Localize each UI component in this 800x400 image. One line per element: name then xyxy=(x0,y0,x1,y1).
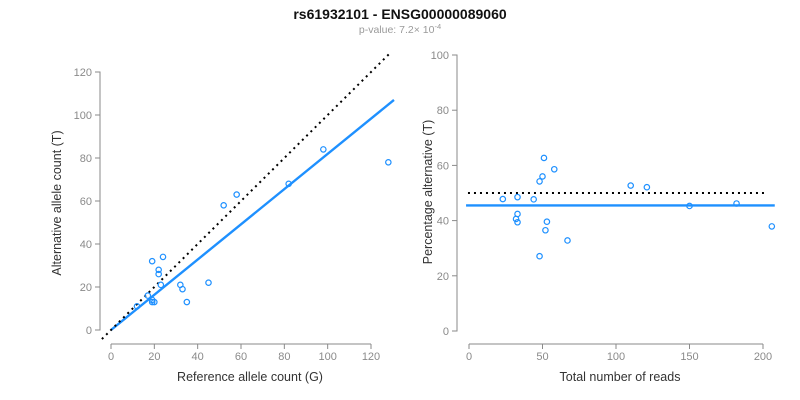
left-data-point xyxy=(159,253,167,261)
right-data-point xyxy=(686,202,693,210)
left-data-point xyxy=(157,281,165,289)
right-data-point xyxy=(643,183,651,191)
left-y-tick-label: 40 xyxy=(80,239,92,251)
left-data-point xyxy=(320,146,327,153)
right-data-point xyxy=(543,218,551,226)
left-x-tick-label: 0 xyxy=(108,351,114,363)
left-data-point xyxy=(133,303,141,310)
left-y-tick-label: 0 xyxy=(86,325,92,337)
right-y-tick-label: 40 xyxy=(437,216,449,228)
left-data-point xyxy=(144,292,152,299)
right-data-point xyxy=(514,193,521,201)
left-y-tick-label: 20 xyxy=(80,282,92,294)
left-x-tick-label: 60 xyxy=(235,351,247,363)
right-data-point xyxy=(499,195,507,203)
right-data-point xyxy=(540,154,548,162)
identity-line xyxy=(101,53,390,340)
left-data-point xyxy=(385,159,392,166)
regression-line xyxy=(110,99,395,331)
right-data-point xyxy=(542,226,549,234)
right-data-point xyxy=(733,200,740,207)
right-data-point xyxy=(514,218,521,226)
right-y-tick-label: 80 xyxy=(437,105,449,117)
pvalue-text: p-value: 7.2× 10 xyxy=(358,24,435,36)
right-x-tick-label: 100 xyxy=(607,351,625,363)
right-data-point xyxy=(536,178,543,185)
right-data-point xyxy=(530,196,537,203)
figure-title: rs61932101 - ENSG00000089060 xyxy=(293,6,507,22)
left-data-point xyxy=(179,285,186,293)
right-data-point xyxy=(564,237,571,244)
right-y-tick-label: 0 xyxy=(443,326,449,338)
right-y-tick-label: 60 xyxy=(437,160,449,172)
right-x-tick-label: 200 xyxy=(754,351,772,363)
left-y-tick-label: 80 xyxy=(80,153,92,165)
left-data-point xyxy=(220,202,227,209)
left-data-point xyxy=(233,191,240,198)
right-data-point xyxy=(514,210,521,218)
right-data-point xyxy=(768,223,776,230)
left-y-tick-label: 60 xyxy=(80,196,92,208)
left-data-point xyxy=(155,266,162,274)
right-data-point xyxy=(536,252,543,260)
right-x-tick-label: 0 xyxy=(466,351,472,363)
right-data-point xyxy=(550,165,558,173)
right-xaxis-title: Total number of reads xyxy=(559,370,681,384)
figure-subtitle: p-value: 7.2× 10-4 xyxy=(358,22,442,36)
left-x-tick-label: 40 xyxy=(192,351,204,363)
left-x-tick-label: 120 xyxy=(362,351,380,363)
right-x-tick-label: 150 xyxy=(680,351,698,363)
left-data-point xyxy=(183,298,191,306)
right-x-tick-label: 50 xyxy=(536,351,548,363)
left-data-point xyxy=(285,180,292,188)
right-data-point xyxy=(627,182,635,189)
left-x-tick-label: 100 xyxy=(318,351,336,363)
right-y-tick-label: 100 xyxy=(431,50,449,62)
pvalue-exponent: -4 xyxy=(434,22,442,31)
right-y-tick-label: 20 xyxy=(437,271,449,283)
left-data-point xyxy=(205,279,212,287)
left-xaxis-title: Reference allele count (G) xyxy=(177,370,323,384)
right-yaxis-title: Percentage alternative (T) xyxy=(421,119,435,265)
left-data-point xyxy=(151,298,158,306)
left-yaxis-title: Alternative allele count (T) xyxy=(50,130,64,276)
left-y-tick-label: 100 xyxy=(74,110,92,122)
left-y-tick-label: 120 xyxy=(74,67,92,79)
left-data-point xyxy=(155,270,162,278)
left-data-point xyxy=(148,298,156,306)
left-x-tick-label: 80 xyxy=(278,351,290,363)
right-data-point xyxy=(539,173,546,180)
left-x-tick-label: 20 xyxy=(148,351,160,363)
left-data-point xyxy=(148,257,156,265)
